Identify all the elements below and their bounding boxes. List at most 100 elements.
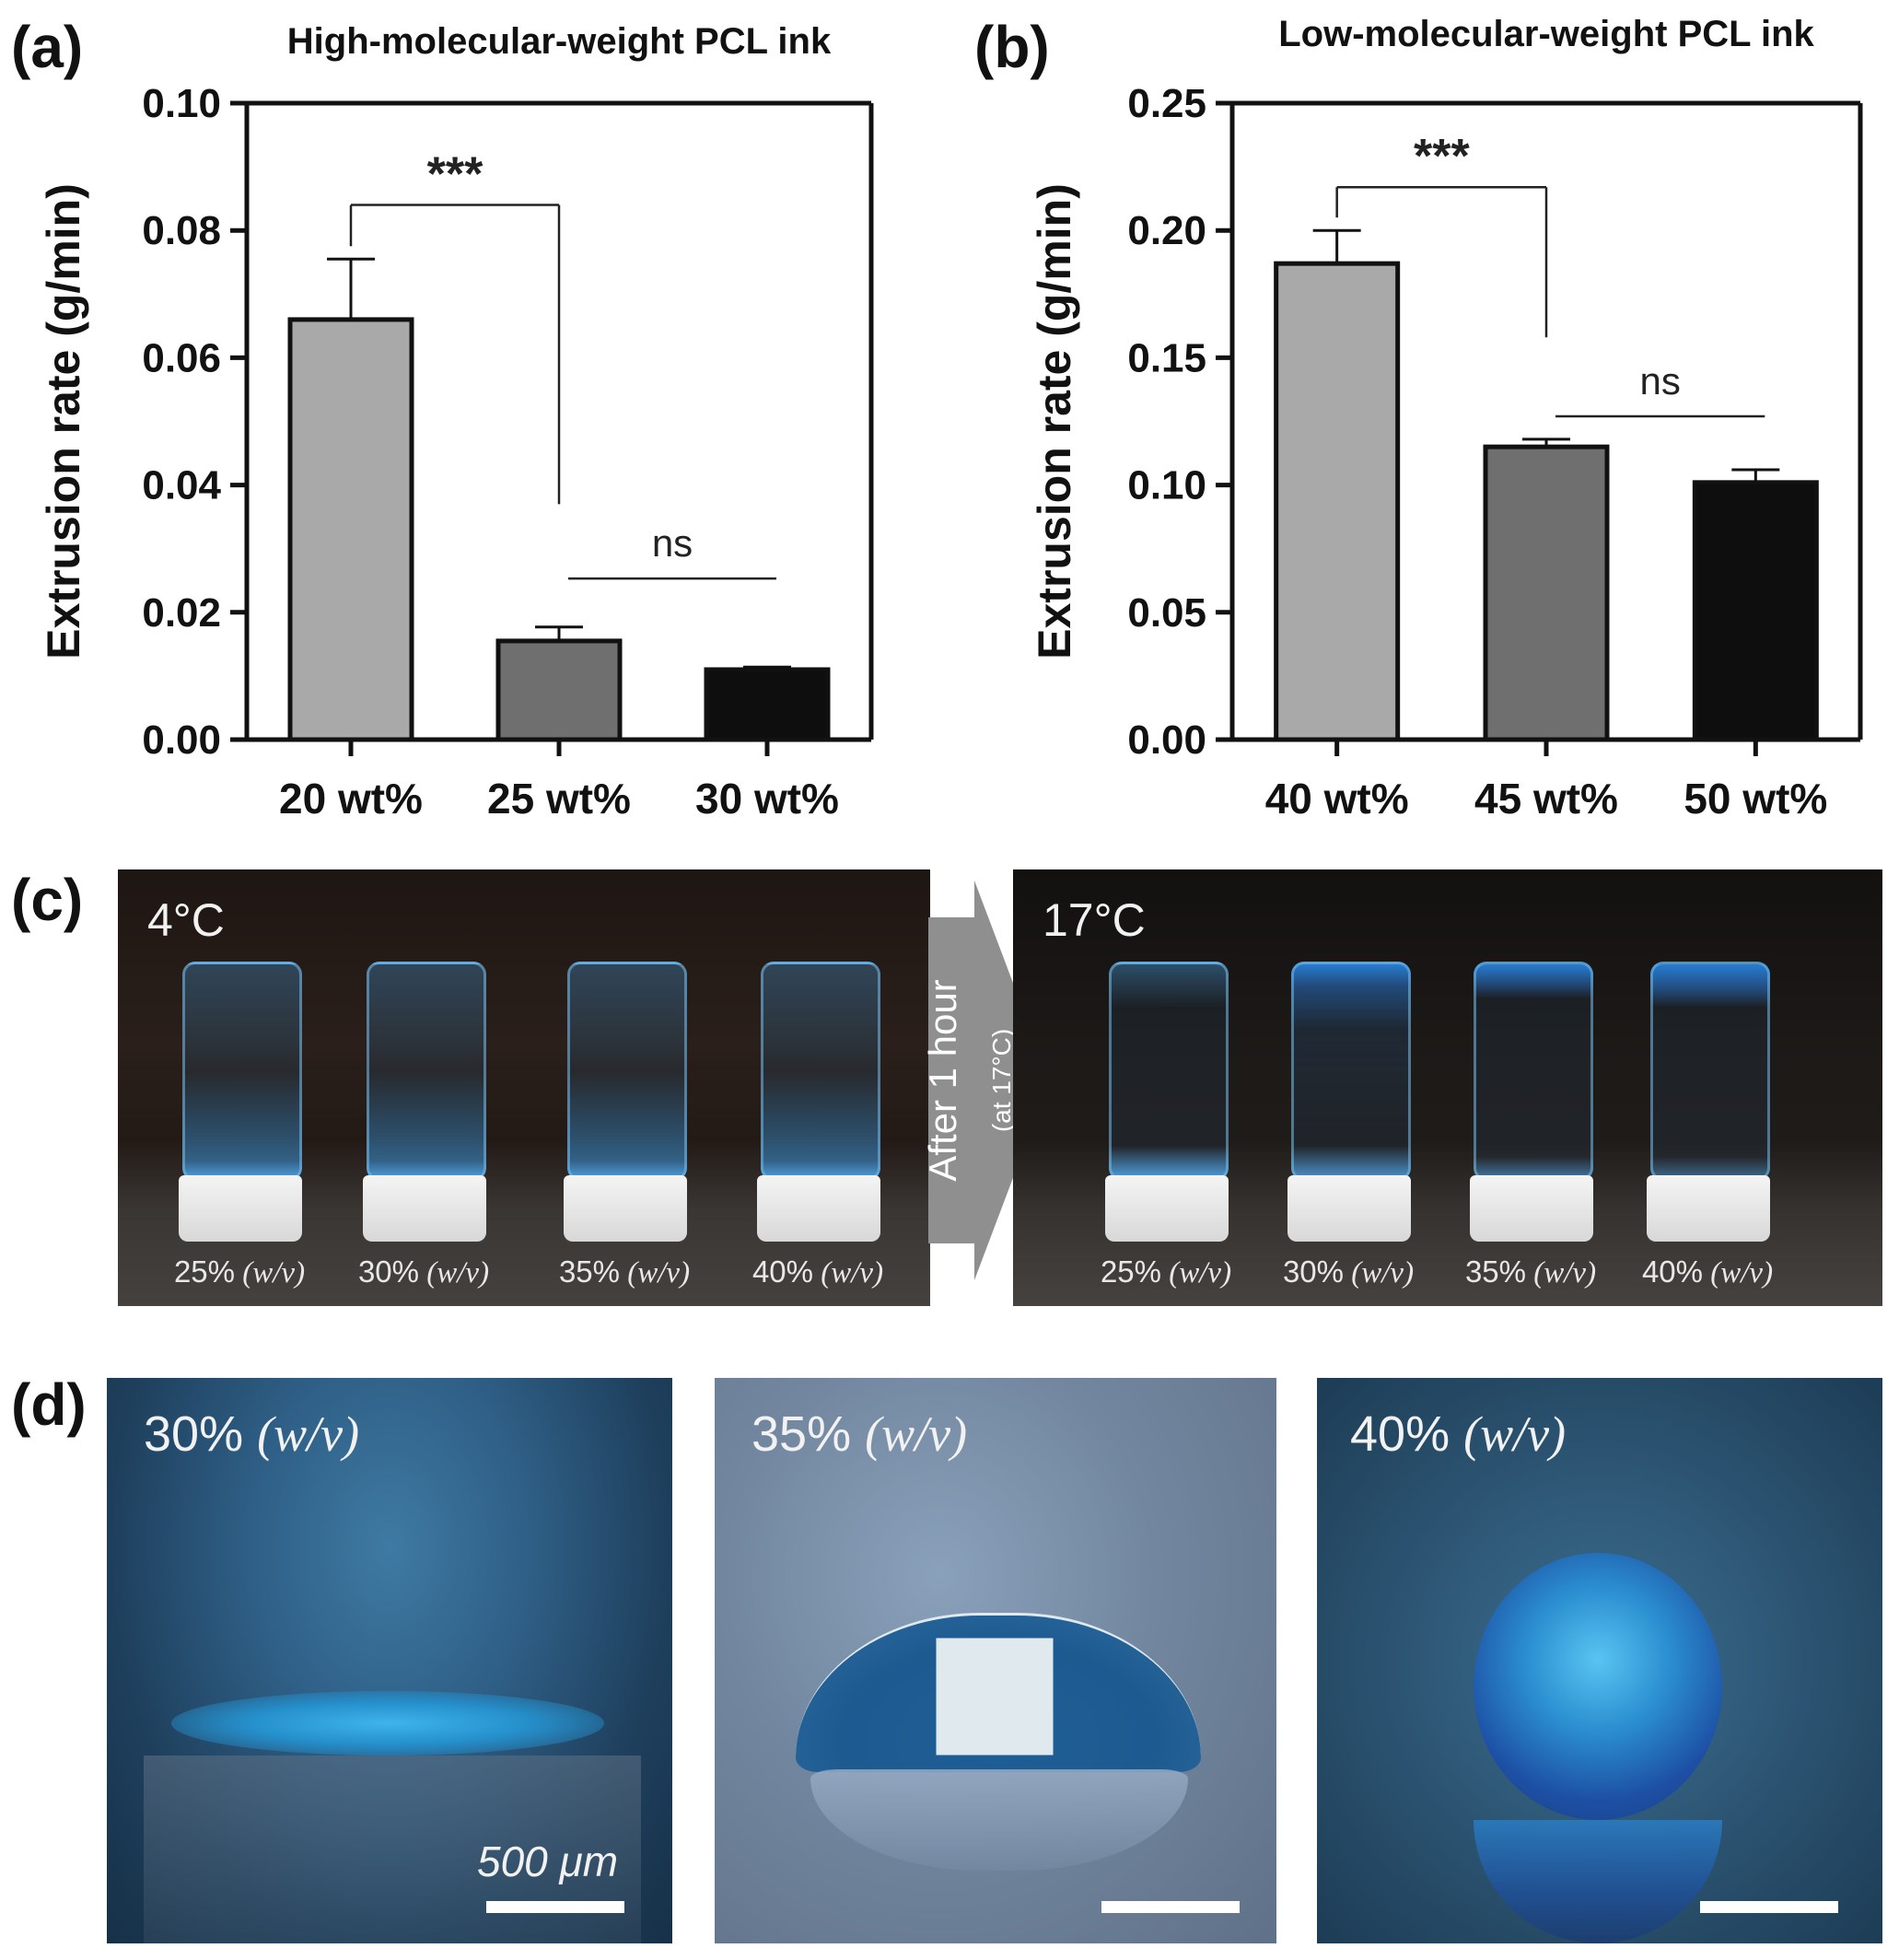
vial bbox=[1109, 962, 1229, 1181]
x-tick-label: 20 wt% bbox=[279, 775, 423, 822]
bar bbox=[495, 638, 623, 742]
x-tick-label: 45 wt% bbox=[1474, 775, 1618, 822]
vial-label-unit: (w/v) bbox=[813, 1256, 884, 1289]
arrow-shape bbox=[928, 881, 1050, 1280]
y-tick-label: 0.00 bbox=[142, 718, 221, 763]
vial bbox=[761, 962, 880, 1181]
vial-label: 35% (w/v) bbox=[530, 1254, 718, 1290]
vial-label-pct: 25% bbox=[173, 1254, 235, 1289]
y-tick-label: 0.04 bbox=[142, 463, 221, 508]
y-tick-label: 0.02 bbox=[142, 590, 221, 636]
arrow-text: After 1 hour bbox=[921, 979, 964, 1182]
temperature-label-4c: 4°C bbox=[147, 894, 225, 946]
vial-label: 35% (w/v) bbox=[1437, 1254, 1625, 1290]
micrograph-35-unit: (w/v) bbox=[865, 1406, 968, 1462]
vial-label-unit: (w/v) bbox=[419, 1256, 490, 1289]
micrograph-40-label: 40% (w/v) bbox=[1350, 1406, 1566, 1463]
bar bbox=[1483, 444, 1610, 742]
vial-label-unit: (w/v) bbox=[1344, 1256, 1415, 1289]
y-axis-label: Extrusion rate (g/min) bbox=[1029, 183, 1080, 659]
y-axis-label: Extrusion rate (g/min) bbox=[38, 183, 89, 659]
significance-label: ns bbox=[652, 521, 693, 565]
micrograph-35-pct: 35% bbox=[751, 1406, 852, 1462]
scale-bar bbox=[1700, 1901, 1838, 1913]
vial bbox=[1474, 962, 1593, 1181]
bar-chart-b: Low-molecular-weight PCL ink 0.00 0.05 0.10… bbox=[1029, 14, 1863, 822]
vial-label: 25% (w/v) bbox=[1072, 1254, 1260, 1290]
micrograph-40-pct: 40% bbox=[1350, 1406, 1450, 1462]
vial-label: 40% (w/v) bbox=[724, 1254, 912, 1290]
bar bbox=[704, 667, 831, 742]
vial-cap bbox=[179, 1175, 302, 1242]
vial-cap bbox=[1287, 1175, 1411, 1242]
x-tick-label: 30 wt% bbox=[695, 775, 839, 822]
x-tick-label: 40 wt% bbox=[1265, 775, 1409, 822]
vial-label-unit: (w/v) bbox=[1703, 1256, 1774, 1289]
vial bbox=[567, 962, 687, 1181]
vials-photo-17c: 17°C 25% (w/v) 30% (w/v) 35% (w/v) 40% (w/v… bbox=[1013, 869, 1882, 1306]
significance-label: ns bbox=[1639, 359, 1680, 402]
micrograph-35: 35% (w/v) bbox=[715, 1378, 1276, 1943]
significance-label: *** bbox=[427, 148, 483, 202]
y-tick-label: 0.10 bbox=[142, 81, 221, 126]
bar bbox=[1692, 480, 1819, 742]
vial-label-pct: 30% bbox=[357, 1254, 419, 1289]
vial-label-pct: 25% bbox=[1100, 1254, 1161, 1289]
vial-cap bbox=[1105, 1175, 1229, 1242]
panel-letter-d: (d) bbox=[11, 1371, 87, 1438]
vial-label-pct: 40% bbox=[751, 1254, 813, 1289]
vial-label-pct: 30% bbox=[1282, 1254, 1344, 1289]
x-tick-label: 50 wt% bbox=[1683, 775, 1827, 822]
vial-label-unit: (w/v) bbox=[1526, 1256, 1597, 1289]
vial-cap bbox=[363, 1175, 486, 1242]
chart-title: Low-molecular-weight PCL ink bbox=[1278, 14, 1814, 54]
y-tick-label: 0.10 bbox=[1127, 463, 1206, 508]
vial-label: 40% (w/v) bbox=[1614, 1254, 1801, 1290]
micrograph-40-unit: (w/v) bbox=[1463, 1406, 1567, 1462]
y-tick-label: 0.25 bbox=[1127, 81, 1206, 126]
scale-bar bbox=[1101, 1901, 1240, 1913]
panel-letter-c: (c) bbox=[11, 867, 84, 933]
micrograph-30: 30% (w/v) 500 μm bbox=[107, 1378, 672, 1943]
y-tick-label: 0.05 bbox=[1127, 590, 1206, 636]
vials-photo-4c: 4°C 25% (w/v) 30% (w/v) 35% (w/v) 40% (w/v) bbox=[118, 869, 930, 1306]
bar bbox=[1274, 261, 1401, 742]
vial bbox=[1650, 962, 1770, 1181]
temperature-label-17c: 17°C bbox=[1043, 894, 1146, 946]
vial-label: 30% (w/v) bbox=[330, 1254, 518, 1290]
vial-label-pct: 35% bbox=[558, 1254, 620, 1289]
vial-label-unit: (w/v) bbox=[235, 1256, 306, 1289]
micrograph-40: 40% (w/v) bbox=[1317, 1378, 1882, 1943]
vial-label: 30% (w/v) bbox=[1254, 1254, 1442, 1290]
vial-cap bbox=[1470, 1175, 1593, 1242]
chart-title: High-molecular-weight PCL ink bbox=[287, 21, 832, 62]
y-tick-label: 0.20 bbox=[1127, 208, 1206, 253]
panel-letter-b: (b) bbox=[974, 14, 1050, 80]
vial-cap bbox=[1647, 1175, 1770, 1242]
y-tick-label: 0.00 bbox=[1127, 718, 1206, 763]
y-tick-label: 0.08 bbox=[142, 208, 221, 253]
x-tick-label: 25 wt% bbox=[487, 775, 631, 822]
vial-label-unit: (w/v) bbox=[620, 1256, 691, 1289]
vial bbox=[367, 962, 486, 1181]
y-tick-label: 0.15 bbox=[1127, 335, 1206, 380]
micrograph-30-unit: (w/v) bbox=[257, 1406, 360, 1462]
vial-label: 25% (w/v) bbox=[146, 1254, 333, 1290]
scale-bar bbox=[486, 1901, 624, 1913]
vial-cap bbox=[757, 1175, 880, 1242]
micrograph-35-label: 35% (w/v) bbox=[751, 1406, 967, 1463]
vial-label-pct: 40% bbox=[1641, 1254, 1703, 1289]
vial-label-unit: (w/v) bbox=[1161, 1256, 1232, 1289]
scale-bar-label: 500 μm bbox=[477, 1838, 619, 1885]
bar bbox=[287, 317, 414, 742]
micrograph-30-pct: 30% bbox=[144, 1406, 244, 1462]
vial bbox=[182, 962, 302, 1181]
significance-label: *** bbox=[1414, 130, 1470, 183]
vial-cap bbox=[564, 1175, 687, 1242]
bar-chart-a: High-molecular-weight PCL ink 0.00 0.02 0.0… bbox=[38, 21, 874, 822]
vial bbox=[1291, 962, 1411, 1181]
panel-letter-a: (a) bbox=[11, 14, 84, 80]
micrograph-30-label: 30% (w/v) bbox=[144, 1406, 359, 1463]
y-tick-label: 0.06 bbox=[142, 335, 221, 380]
vial-label-pct: 35% bbox=[1464, 1254, 1526, 1289]
